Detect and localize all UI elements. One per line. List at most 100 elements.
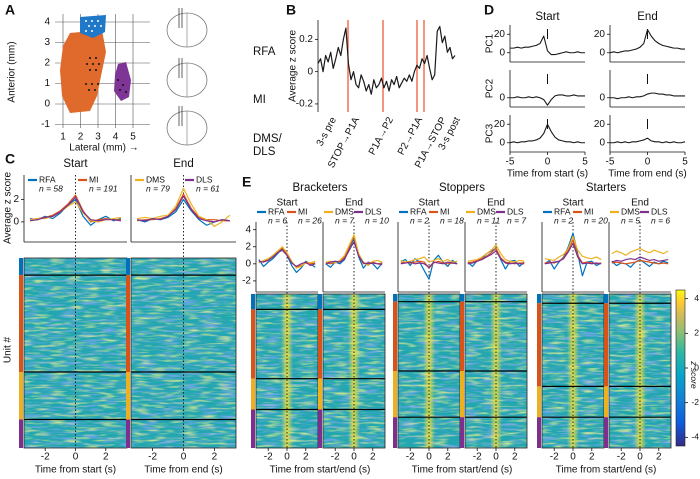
trace [137, 195, 230, 223]
group-title: Stoppers [439, 182, 485, 194]
column-title: End [487, 198, 505, 209]
trace [400, 260, 458, 269]
x-tick-label: 2 [370, 452, 376, 463]
x-tick-label: -2 [617, 452, 626, 463]
x-tick-label: -2 [406, 452, 415, 463]
brain-electrode [178, 106, 183, 126]
legend-n: n = 6 [651, 215, 670, 225]
region-label: DLS [253, 146, 276, 158]
x-tick-label: 0 [351, 452, 357, 463]
colorbar-tick-label: -4 [691, 432, 699, 442]
site-dot [117, 79, 119, 81]
group-stripe [126, 372, 130, 420]
legend-n: n = 2 [554, 215, 573, 225]
group-stripe [460, 294, 464, 302]
trace [29, 201, 122, 223]
group-stripe [251, 409, 255, 448]
trace [137, 193, 230, 222]
group-stripe [604, 386, 608, 418]
x-tick-label: -2 [473, 452, 482, 463]
trace [325, 241, 383, 266]
legend-n: n = 2 [410, 215, 429, 225]
x-tick-label: 5 [130, 132, 136, 143]
region-label: RFA [253, 46, 276, 58]
group-stripe [19, 372, 23, 420]
group-stripe [251, 294, 255, 310]
trace [611, 256, 669, 263]
y-axis-label: Anterior (mm) [7, 41, 18, 102]
x-tick-label: 5 [582, 157, 588, 168]
group-title: Starters [586, 182, 627, 194]
trace [325, 234, 383, 267]
trace [610, 92, 685, 100]
y-tick-label: 0 [599, 92, 605, 103]
site-dot [91, 20, 93, 22]
x-tick-label: 0 [426, 452, 432, 463]
site-dot [97, 83, 99, 85]
y-tick-label: 0 [599, 137, 605, 148]
panel-letter: C [5, 151, 15, 167]
x-tick-label: 2 [303, 452, 309, 463]
site-dot [88, 25, 90, 27]
x-axis-label: Time from start/end (s) [412, 465, 513, 476]
segment-label: 3-s pre [315, 115, 340, 148]
x-tick-label: -2 [550, 452, 559, 463]
y-tick-label: 0 [499, 92, 505, 103]
site-dot [94, 25, 96, 27]
trace [29, 198, 122, 226]
colorbar-tick-label: 4 [694, 293, 699, 303]
x-tick-label: 1 [60, 132, 66, 143]
x-tick-label: -5 [506, 157, 515, 168]
x-tick-label: 2 [512, 452, 518, 463]
legend-label: DLS [196, 174, 213, 184]
x-tick-label: 2 [445, 452, 451, 463]
legend-n: n = 7 [335, 215, 354, 225]
x-tick-label: -2 [148, 452, 157, 463]
site-dot [98, 63, 100, 65]
group-stripe [393, 294, 397, 302]
trace [544, 239, 602, 265]
x-tick-label: 0 [284, 452, 290, 463]
trace [510, 94, 585, 106]
site-dot [89, 69, 91, 71]
y-tick-label: 20 [494, 119, 506, 130]
site-dot [94, 89, 96, 91]
x-tick-label: 2 [103, 452, 109, 463]
x-axis-label: Time from start/end (s) [556, 465, 657, 476]
heatmap-band [567, 294, 579, 448]
trace [400, 256, 458, 263]
legend-label: DMS [477, 206, 496, 216]
x-tick-label: -5 [606, 157, 615, 168]
group-stripe [318, 294, 322, 310]
y-tick-label: 1 [44, 78, 50, 89]
region-mi [60, 30, 106, 113]
group-stripe [537, 294, 541, 304]
group-stripe [19, 275, 23, 372]
x-tick-label: -2 [331, 452, 340, 463]
trace [467, 250, 525, 265]
x-tick-label: 0 [545, 157, 551, 168]
trace [510, 35, 585, 56]
legend-label: MI [440, 206, 449, 216]
site-dot [125, 91, 127, 93]
brain-electrode [178, 8, 183, 28]
y-tick-label: 0 [44, 99, 50, 110]
legend-n: n = 7 [507, 215, 526, 225]
group-stripe [126, 258, 130, 276]
legend-label: DLS [507, 206, 524, 216]
trace [544, 242, 602, 265]
group-stripe [460, 371, 464, 418]
x-tick-label: 0 [181, 452, 187, 463]
group-stripe [604, 417, 608, 448]
colorbar-tick-label: -2 [691, 397, 699, 407]
x-axis-label: Time from start (s) [507, 169, 588, 180]
column-title: Start [63, 158, 88, 170]
legend-label: DMS [621, 206, 640, 216]
site-dot [119, 89, 121, 91]
trace [258, 249, 316, 267]
legend-n: n = 20 [584, 215, 608, 225]
colorbar [675, 289, 686, 447]
site-dot [85, 20, 87, 22]
colorbar-tick-label: 2 [694, 328, 699, 338]
legend-label: DMS [146, 174, 165, 184]
